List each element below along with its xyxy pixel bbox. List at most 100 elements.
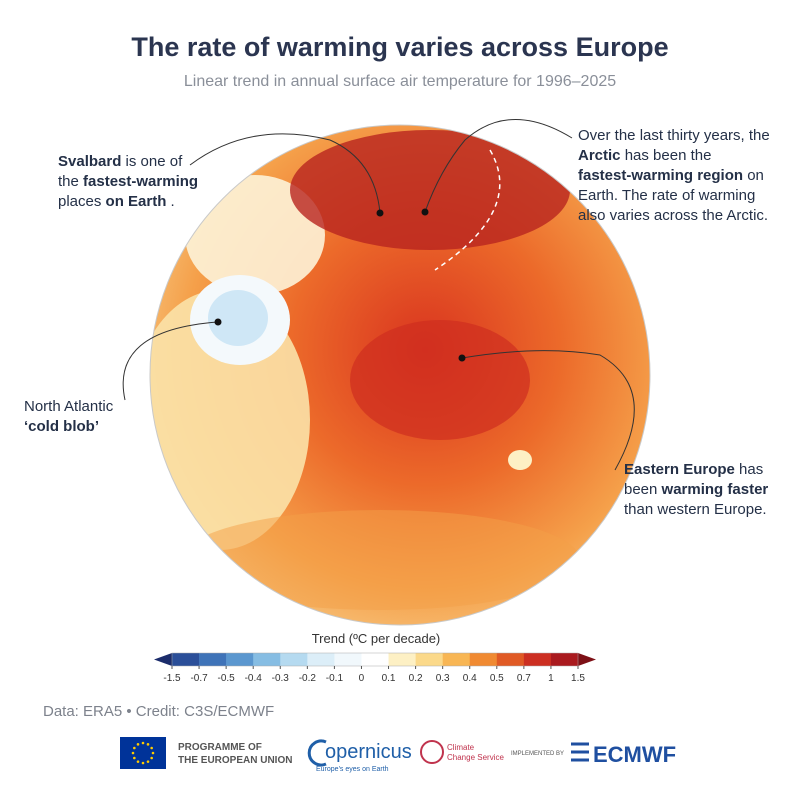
credit: Data: ERA5 • Credit: C3S/ECMWF — [43, 703, 275, 720]
annotation-line: been warming faster — [624, 480, 768, 500]
colorbar-bin — [388, 653, 416, 666]
eu-star — [146, 760, 150, 763]
colorbar-bin — [280, 653, 308, 666]
eu-star — [146, 743, 150, 746]
logo-text: Change Service — [447, 753, 504, 762]
annotation-text: Arctic — [578, 147, 621, 164]
annotation-line: ‘cold blob’ — [24, 417, 113, 437]
colorbar-bin — [496, 653, 525, 666]
eu-star — [131, 751, 135, 755]
annotation-line: Earth. The rate of warming — [578, 186, 770, 206]
colorbar-bin — [415, 653, 443, 666]
eu-star — [150, 746, 153, 750]
colorbar-tick-label: -0.1 — [326, 673, 344, 684]
colorbar-tick-label: 0 — [359, 673, 365, 684]
globe-outline — [149, 124, 651, 626]
logo-text: Climate — [447, 743, 475, 752]
colorbar-bin — [523, 653, 552, 666]
colorbar-bin — [199, 653, 227, 666]
annotation-text: on Earth — [105, 193, 167, 210]
colorbar-tick-label: 0.1 — [382, 673, 396, 684]
eu-star — [133, 756, 136, 760]
logo-text: Europe's eyes on Earth — [316, 766, 389, 773]
markers — [214, 208, 466, 362]
annotation-line: Svalbard is one of — [58, 152, 198, 172]
subtitle: Linear trend in annual surface air tempe… — [183, 73, 617, 90]
colorbar-tick-label: 0.4 — [463, 673, 477, 684]
colorbar-bin — [253, 653, 281, 666]
annotation-text: has — [739, 461, 764, 478]
annotation: North Atlantic ‘cold blob’ — [24, 397, 113, 437]
colorbar-bin — [442, 653, 471, 666]
annotation-text: ‘cold blob’ — [24, 418, 99, 435]
annotation-line: the fastest-warming — [58, 172, 198, 192]
annotation: Svalbard is one of the fastest-warming pla… — [58, 152, 198, 212]
colorbar-tick-label: 1 — [548, 673, 554, 684]
annotation-text: fastest-warming region — [578, 167, 744, 184]
annotation-text: places — [58, 193, 102, 210]
logos — [120, 737, 589, 769]
leader-lines — [122, 119, 635, 471]
eu-star — [136, 743, 140, 746]
colorbar-bin — [361, 653, 389, 666]
colorbar-tick-label: 1.5 — [571, 673, 585, 684]
annotation-line: also varies across the Arctic. — [578, 206, 770, 226]
annotation-text: Svalbard — [58, 153, 122, 170]
annotation-text: warming faster — [661, 481, 769, 498]
colorbar-tick-label: 0.2 — [409, 673, 423, 684]
colorbar-bin — [334, 653, 362, 666]
colorbar-arrow — [154, 653, 172, 666]
annotation-text: on — [747, 167, 764, 184]
annotation: Over the last thirty years, the Arctic ha… — [578, 126, 770, 226]
annotation-line: places on Earth . — [58, 192, 198, 212]
logo-text: IMPLEMENTED BY — [511, 751, 564, 757]
logo-text: opernicus — [325, 741, 412, 763]
annotation-text: than western Europe. — [624, 501, 767, 518]
eu-star — [141, 741, 145, 745]
annotation-text: been — [624, 481, 658, 498]
eu-star — [151, 751, 155, 755]
colorbar-tick-label: -1.5 — [163, 673, 181, 684]
colorbar-bin — [550, 653, 579, 666]
annotation-text: . — [170, 193, 175, 210]
title: The rate of warming varies across Europe — [131, 32, 669, 62]
eu-star — [150, 756, 153, 760]
colorbar-tick-label: 0.3 — [436, 673, 450, 684]
colorbar-bin — [226, 653, 254, 666]
colorbar-bin — [307, 653, 335, 666]
annotation-text: fastest-warming — [83, 173, 199, 190]
colorbar-tick-label: -0.7 — [190, 673, 208, 684]
eu-star — [136, 760, 140, 763]
annotation-text: the — [58, 173, 79, 190]
annotation-line: Eastern Europe has — [624, 460, 768, 480]
colorbar-bin — [172, 653, 200, 666]
annotation-text: Eastern Europe — [624, 461, 735, 478]
annotation-text: has been the — [624, 147, 712, 164]
annotation-text: Over the last thirty years, the — [578, 127, 770, 144]
logo-text: THE EUROPEAN UNION — [178, 755, 292, 766]
eu-star — [133, 746, 136, 750]
colorbar: Trend (ºC per decade) -1.5 -0.7 -0.5 -0.4 -0.… — [154, 631, 596, 684]
colorbar-tick-label: 0.7 — [517, 673, 531, 684]
colorbar-tick-label: -0.2 — [299, 673, 317, 684]
colorbar-arrow — [578, 653, 596, 666]
colorbar-frame — [171, 652, 579, 667]
colorbar-tick-label: -0.4 — [245, 673, 263, 684]
annotation-text: is one of — [125, 153, 183, 170]
annotation: Eastern Europe has been warming faster tha… — [624, 460, 768, 520]
annotation-line: fastest-warming region on — [578, 166, 770, 186]
annotation-text: North Atlantic — [24, 398, 114, 415]
logo-text: PROGRAMME OF — [178, 742, 262, 753]
colorbar-tick-label: -0.5 — [218, 673, 236, 684]
annotation-line: than western Europe. — [624, 500, 768, 520]
logo-text: ECMWF — [593, 742, 676, 767]
annotation-text: Earth. The rate of warming — [578, 187, 756, 204]
globe — [150, 125, 650, 625]
colorbar-label: Trend (ºC per decade) — [312, 631, 441, 646]
annotation-text: also varies across the Arctic. — [578, 207, 769, 224]
annotation-line: North Atlantic — [24, 397, 113, 417]
eu-star — [141, 761, 145, 765]
annotation-line: Arctic has been the — [578, 146, 770, 166]
